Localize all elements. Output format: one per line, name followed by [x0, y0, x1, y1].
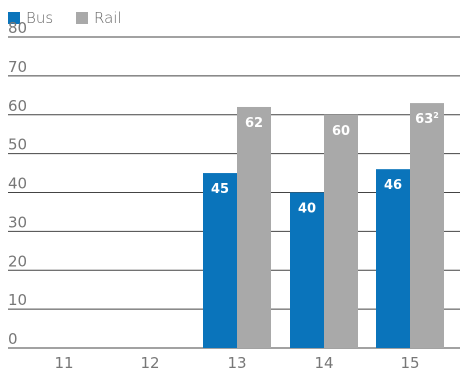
y-tick-label: 20: [8, 252, 27, 270]
x-tick-label-13: 13: [227, 354, 246, 372]
y-tick-label: 50: [8, 136, 27, 154]
legend-label-bus: Bus: [26, 9, 53, 27]
x-tick-label-11: 11: [54, 354, 73, 372]
bar-bus-15: [376, 169, 410, 348]
x-axis-ticks: 11 12 13 14 15: [54, 354, 419, 372]
x-tick-label-15: 15: [400, 354, 419, 372]
x-tick-label-14: 14: [314, 354, 333, 372]
bars: 45 62 40 60 46 632: [203, 103, 444, 349]
bar-value-label: 45: [211, 182, 229, 197]
y-tick-label: 30: [8, 213, 27, 231]
legend-swatch-rail: [76, 12, 88, 24]
bar-rail-14: [324, 114, 358, 348]
y-tick-label: 60: [8, 97, 27, 115]
bar-bus-13: [203, 173, 237, 348]
legend-label-rail: Rail: [94, 9, 122, 27]
x-tick-label-12: 12: [140, 354, 159, 372]
legend-swatch-bus: [8, 12, 20, 24]
bar-value-label: 46: [384, 178, 402, 193]
y-tick-label: 40: [8, 175, 27, 193]
bar-value-label: 40: [298, 202, 316, 217]
bar-bus-14: [290, 192, 324, 348]
y-tick-label: 80: [8, 19, 27, 37]
bar-rail-15: [410, 103, 444, 349]
bar-value-label: 60: [332, 124, 350, 139]
y-tick-label: 10: [8, 291, 27, 309]
y-tick-label: 70: [8, 58, 27, 76]
y-tick-label: 0: [8, 330, 18, 348]
bar-value-label: 62: [245, 116, 263, 131]
legend: Bus Rail: [8, 9, 122, 27]
bar-value-label: 632: [415, 111, 439, 127]
bar-rail-13: [237, 106, 271, 348]
